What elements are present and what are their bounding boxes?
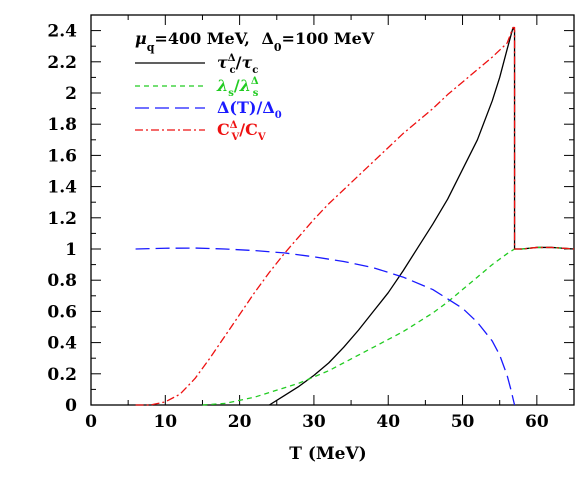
legend-entry-2: Δ(T)/Δ0: [217, 98, 282, 121]
x-axis-label: T (MeV): [289, 444, 366, 464]
tick-labels-group: 0 10 20 30 40 50 6000.20.40.60.811.21.41.61.82…: [47, 22, 548, 432]
annotation-mu-sub: q: [147, 41, 155, 54]
y-tick-label: 1: [65, 240, 77, 260]
y-tick-label: 0.8: [47, 271, 77, 291]
series-line-0: [268, 26, 575, 406]
x-tick-label: 10: [153, 412, 177, 432]
x-tick-label: 30: [302, 412, 326, 432]
annotation-delta-symbol: Δ: [261, 29, 273, 48]
x-tick-label: 0: [85, 412, 97, 432]
y-tick-label: 1.8: [47, 115, 77, 135]
y-tick-label: 0.4: [47, 334, 77, 354]
plot-frame-group: [90, 14, 575, 406]
y-tick-label: 0: [65, 396, 77, 416]
x-tick-label: 50: [451, 412, 475, 432]
series-line-1: [202, 246, 575, 406]
series-line-3: [135, 26, 575, 406]
y-tick-label: 0.2: [47, 365, 77, 385]
legend-entry-1: λs/λΔ s: [216, 76, 259, 99]
x-tick-label: 60: [525, 412, 549, 432]
y-tick-label: 2.4: [47, 22, 77, 42]
annotation-mu-symbol: μ: [135, 29, 147, 48]
annotation-delta-sub: 0: [274, 41, 282, 54]
annotation: μq=400 MeV, Δ0=100 MeV: [135, 29, 375, 54]
annotation-text: μq=400 MeV, Δ0=100 MeV: [135, 29, 375, 54]
x-tick-label: 40: [376, 412, 400, 432]
y-tick-label: 0.6: [47, 302, 77, 322]
y-tick-label: 2.2: [47, 53, 77, 73]
y-tick-label: 1.2: [47, 209, 77, 229]
x-tick-label: 20: [228, 412, 252, 432]
series-group: [135, 26, 575, 406]
annotation-delta-value: =100 MeV: [282, 29, 375, 48]
legend-entry-3: CΔ V/CV: [217, 120, 266, 143]
y-tick-label: 2: [65, 84, 77, 104]
annotation-mu-value: =400 MeV,: [154, 29, 249, 48]
plot-frame: [90, 14, 575, 406]
y-tick-label: 1.6: [47, 146, 77, 166]
legend-entry-0: τΔ c/τc: [217, 53, 258, 76]
series-line-2: [135, 247, 516, 406]
ticks-group: [90, 14, 575, 406]
y-tick-label: 1.4: [47, 178, 77, 198]
